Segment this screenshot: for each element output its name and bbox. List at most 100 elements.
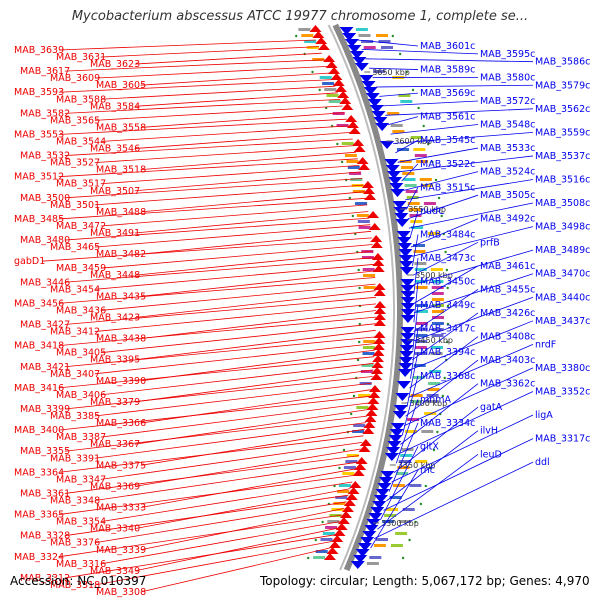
right-gene-label: MAB_3569c [420, 88, 475, 99]
left-gene-label: MAB_3423 [90, 312, 140, 323]
feature-block [381, 46, 393, 49]
feature-block [425, 400, 438, 403]
left-gene-label: MAB_3318 [50, 580, 100, 591]
kbp-tick-label: 3650 kbp [372, 68, 410, 77]
forward-gene [315, 37, 328, 44]
left-label-leader [94, 184, 364, 206]
kbp-tick-label: 3300 kbp [381, 519, 419, 528]
reverse-gene [388, 435, 403, 443]
right-gene-label: leuD [480, 449, 502, 460]
right-gene-label: MAB_3505c [480, 190, 535, 201]
ring-dot [417, 106, 420, 110]
right-gene-label: MAB_3437c [535, 316, 590, 327]
left-label-leader [94, 145, 355, 164]
left-label-leader [100, 85, 336, 100]
left-gene-label: MAB_3376 [50, 538, 100, 549]
left-gene-label: MAB_3435 [96, 291, 146, 302]
feature-block [432, 304, 444, 307]
reverse-gene [398, 249, 413, 257]
forward-gene [309, 25, 322, 32]
feature-block [410, 136, 423, 139]
feature-block [415, 334, 428, 337]
feature-block [346, 454, 359, 457]
right-gene-label: MAB_3489c [535, 245, 590, 256]
reverse-gene [400, 291, 415, 299]
left-label-leader [100, 521, 340, 565]
left-label-leader [134, 488, 351, 530]
forward-gene [367, 397, 380, 404]
feature-block [350, 178, 363, 181]
right-label-leader [409, 336, 479, 389]
feature-block [429, 370, 442, 373]
left-label-leader [140, 547, 330, 593]
reverse-gene [367, 99, 382, 107]
feature-block [358, 394, 371, 397]
ring-dot [358, 340, 361, 344]
right-label-leader [397, 147, 479, 163]
feature-block [361, 40, 374, 43]
left-gene-label: MAB_3480 [20, 235, 70, 246]
right-label-leader [406, 352, 419, 407]
forward-gene [347, 487, 360, 494]
feature-block [404, 184, 417, 187]
right-label-leader [379, 92, 419, 97]
feature-block [322, 82, 335, 85]
left-label-leader [64, 376, 373, 410]
left-label-leader [94, 66, 328, 79]
left-label-leader [58, 514, 343, 558]
left-gene-label: MAB_3631 [56, 52, 106, 63]
feature-block [419, 178, 432, 181]
right-gene-label: MAB_3589c [420, 65, 475, 76]
reverse-gene [399, 351, 414, 359]
ring-dot [391, 34, 394, 38]
right-gene-label: MAB_3595c [480, 49, 535, 60]
left-gene-label: MAB_3361 [20, 488, 70, 499]
ring-dot [411, 88, 415, 92]
accession-text: Accession: NC_010397 [10, 574, 147, 588]
reverse-gene [354, 63, 369, 71]
feature-block [366, 562, 379, 565]
feature-block [341, 142, 354, 145]
left-gene-label: MAB_3565 [50, 115, 100, 126]
feature-block [430, 352, 443, 355]
left-gene-label: MAB_3593 [14, 87, 64, 98]
left-label-leader [134, 250, 374, 276]
feature-block [414, 262, 427, 265]
reverse-gene [352, 57, 367, 65]
right-label-leader [410, 218, 479, 248]
ring-dot [405, 70, 408, 74]
ring-dot [295, 34, 298, 38]
forward-gene [370, 235, 383, 242]
left-gene-label: MAB_3605 [96, 80, 146, 91]
reverse-gene [394, 213, 409, 221]
reverse-gene [375, 123, 390, 131]
feature-block [333, 502, 346, 505]
left-gene-label: MAB_3387 [56, 432, 106, 443]
forward-gene [343, 499, 356, 506]
left-gene-label: MAB_3584 [90, 101, 140, 112]
left-label-leader [134, 527, 338, 572]
left-gene-label: MAB_3518 [96, 165, 146, 176]
right-label-leader [361, 49, 479, 55]
right-label-leader [413, 257, 419, 295]
forward-gene [373, 307, 386, 314]
feature-block [431, 328, 444, 331]
feature-block [342, 472, 355, 475]
feature-block [431, 322, 444, 325]
reverse-gene [400, 303, 415, 311]
feature-block [360, 370, 373, 373]
left-gene-label: MAB_3379 [90, 397, 140, 408]
feature-block [412, 376, 425, 379]
feature-block [320, 538, 333, 541]
reverse-gene [390, 423, 405, 431]
feature-block [415, 322, 428, 325]
left-label-leader [64, 59, 325, 72]
left-label-leader [94, 224, 371, 248]
left-gene-label: MAB_3558 [96, 122, 146, 133]
left-gene-label: MAB_3416 [14, 383, 64, 394]
left-label-leader [94, 343, 376, 375]
ring-dot [441, 394, 444, 398]
feature-block [356, 214, 369, 217]
forward-gene [371, 361, 384, 368]
right-label-leader [370, 469, 419, 549]
